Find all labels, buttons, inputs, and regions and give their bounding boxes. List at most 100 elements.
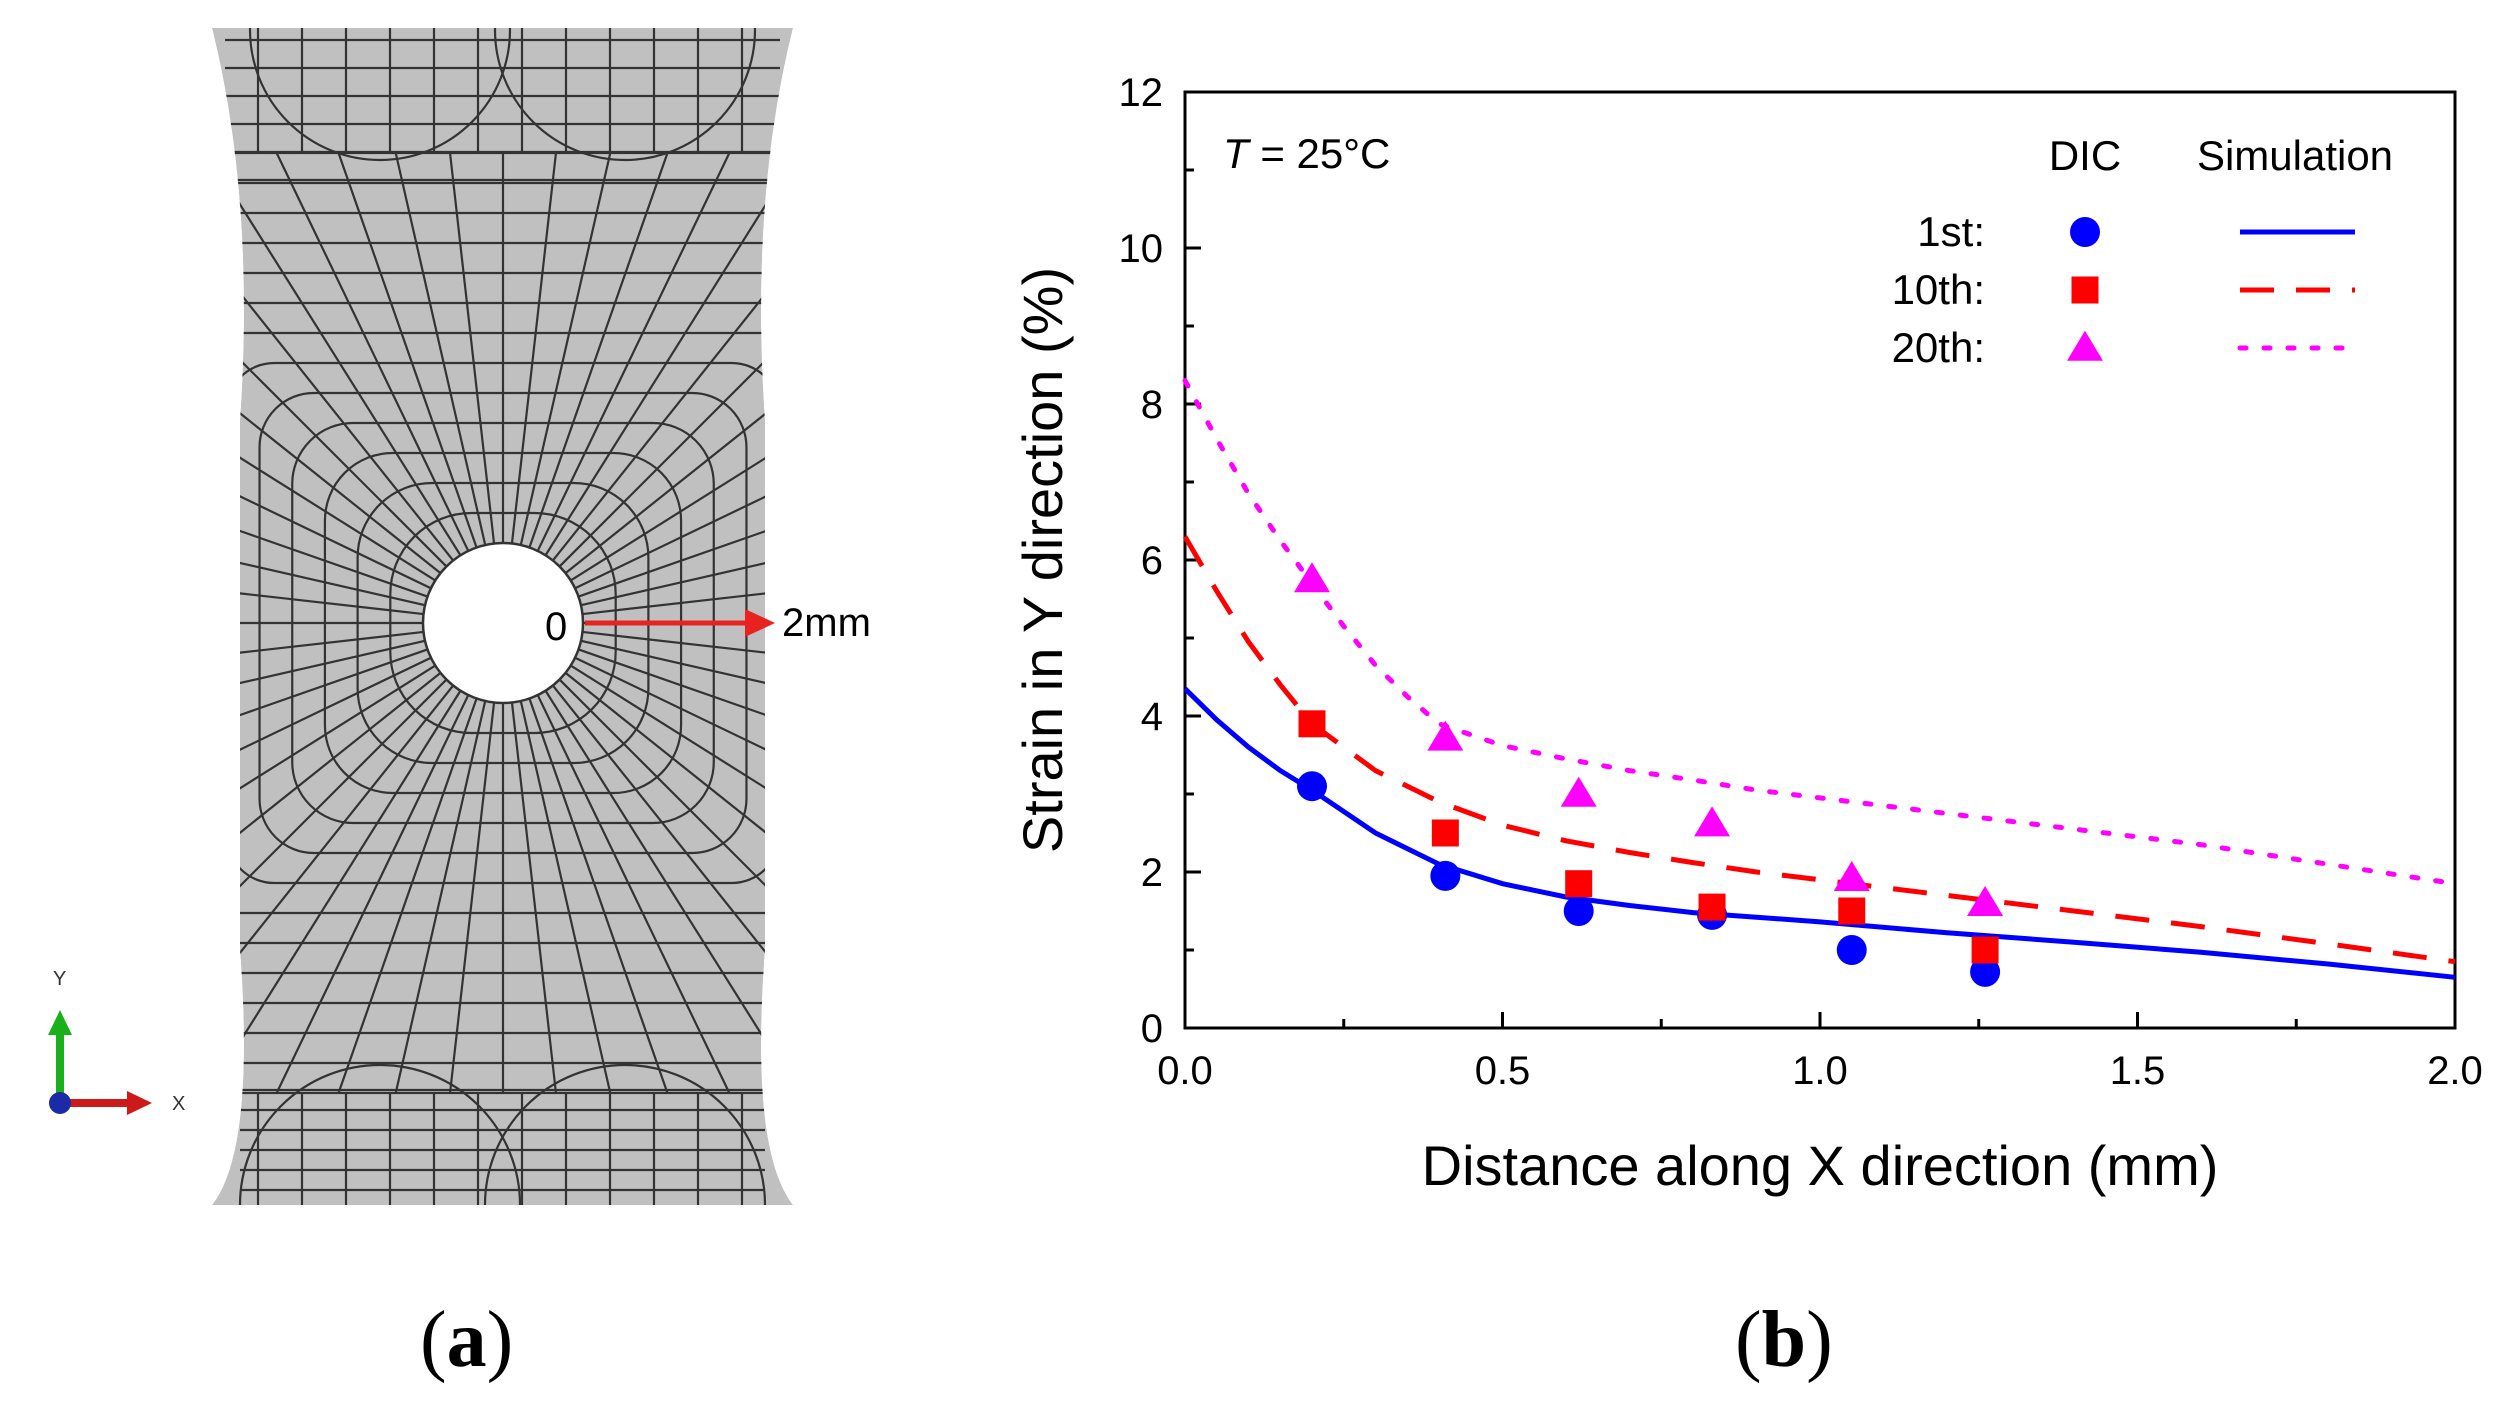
panel-b-label: (b) (1735, 1296, 1833, 1384)
dic-point-2 (1971, 936, 1999, 964)
mask-top (0, 0, 1000, 28)
mesh-radial-line (544, 200, 769, 556)
mesh-radial-line (578, 648, 769, 717)
start-label: 0 (545, 605, 567, 649)
legend-label-1: 1st: (1917, 208, 1985, 255)
annotation-italic: T (1223, 130, 1252, 177)
simulation-line-3 (1182, 378, 2458, 887)
dic-point-3 (1294, 562, 1330, 593)
mesh-radial-line (582, 592, 769, 616)
legend: DIC Simulation 1st: 10th: 20th: (1892, 132, 2393, 371)
mesh-radial-line (574, 494, 769, 590)
dic-point-2 (1698, 893, 1726, 921)
x-tick-label: 2.0 (2427, 1049, 2483, 1093)
legend-header-dic: DIC (2049, 132, 2121, 179)
mesh-radial-line (580, 639, 769, 685)
mesh-top-arc (493, 0, 757, 162)
series-3 (1182, 378, 2458, 916)
y-tick-label: 6 (1141, 539, 1163, 583)
mesh-radial-line (536, 694, 731, 1094)
y-tick-label: 10 (1119, 227, 1164, 271)
mesh-radial-line (570, 664, 769, 791)
legend-header-simulation: Simulation (2197, 132, 2393, 179)
legend-label-3: 20th: (1892, 324, 1985, 371)
mesh-radial-line (237, 678, 448, 889)
mesh-radial-line (237, 290, 454, 562)
x-tick-label: 0.5 (1475, 1049, 1531, 1093)
mesh-radial-line (574, 656, 769, 752)
dic-point-3 (1427, 720, 1464, 751)
mesh-radial-line (237, 639, 426, 685)
mesh-radial-line (337, 152, 478, 548)
mesh-radial-line (528, 152, 669, 548)
mesh-radial-line (237, 672, 442, 836)
mesh-radial-line (237, 200, 462, 556)
mesh-radial-line (558, 678, 769, 889)
x-axis-label: Distance along X direction (mm) (1422, 1134, 2219, 1197)
dic-point-1 (1970, 956, 2001, 987)
mesh-radial-line (237, 664, 436, 791)
temperature-annotation: T = 25°C (1223, 130, 1390, 177)
end-label: 2mm (782, 601, 871, 645)
dic-point-3 (1967, 885, 2004, 916)
measurement-arrowhead (745, 609, 775, 637)
y-tick-label: 0 (1141, 1007, 1163, 1051)
legend-marker-2 (2071, 276, 2099, 304)
triad-origin (49, 1092, 71, 1114)
mesh-radial-line (394, 700, 487, 1094)
dic-point-2 (1565, 870, 1593, 898)
mesh-radial-line (337, 698, 478, 1094)
y-tick-label: 12 (1119, 71, 1164, 115)
mesh-radial-line (580, 561, 769, 607)
legend-label-2: 10th: (1892, 266, 1985, 313)
panel-a-label: (a) (420, 1296, 514, 1384)
mesh-radial-line (275, 152, 470, 552)
mesh-radial-line (237, 357, 448, 568)
mesh-radial-line (237, 656, 432, 752)
dic-point-3 (1560, 776, 1597, 807)
triad-x-label: X (172, 1093, 185, 1115)
mesh-radial-line (570, 455, 769, 582)
mesh-radial-line (564, 410, 769, 574)
mesh-radial-line (564, 672, 769, 836)
dic-point-2 (1431, 819, 1459, 847)
mesh-radial-line (237, 592, 424, 616)
triad-x-arrowhead (127, 1091, 152, 1115)
dic-point-2 (1838, 897, 1866, 925)
legend-marker-1 (2070, 217, 2100, 247)
mesh-top-arc (248, 0, 512, 162)
mesh-radial-line (237, 690, 462, 1046)
mesh-radial-line (237, 494, 432, 590)
mesh-radial-line (448, 152, 496, 544)
mesh-radial-line (510, 702, 558, 1094)
y-tick-label: 2 (1141, 851, 1163, 895)
mesh-radial-line (237, 529, 428, 598)
simulation-line-1 (1183, 686, 2456, 980)
hole (421, 541, 585, 705)
mesh-radial-line (448, 702, 496, 1094)
x-tick-label: 1.0 (1792, 1049, 1848, 1093)
mesh-radial-line (237, 561, 426, 607)
mesh-radial-line (237, 684, 454, 956)
dic-point-3 (1694, 806, 1731, 837)
x-tick-label: 0.0 (1157, 1049, 1213, 1093)
y-axis-label: Strain in Y direction (%) (1011, 267, 1074, 853)
dic-point-1 (1563, 896, 1594, 926)
series-1 (1183, 686, 2456, 987)
mesh-radial-line (237, 630, 424, 654)
dic-point-1 (1430, 860, 1461, 891)
legend-marker-3 (2067, 330, 2103, 361)
mesh-radial-line (394, 152, 487, 546)
dic-point-3 (1833, 860, 1870, 891)
mesh-radial-line (558, 357, 769, 568)
mesh-radial-line (237, 410, 442, 574)
mesh-radial-line (552, 684, 769, 956)
triad-y-label: Y (53, 968, 66, 990)
dic-point-2 (1298, 710, 1326, 738)
triad-y-arrowhead (48, 1010, 72, 1035)
mesh-radial-line (275, 694, 470, 1094)
mesh-radial-line (519, 700, 612, 1094)
mesh-radial-line (237, 648, 428, 717)
mesh-radial-line (237, 455, 436, 582)
mesh-radial-line (552, 290, 769, 562)
